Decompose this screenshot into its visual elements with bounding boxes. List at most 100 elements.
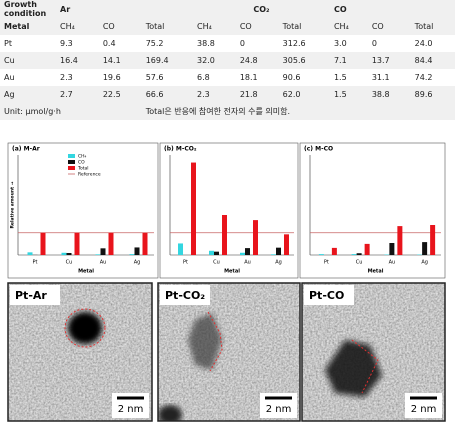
bar [422, 242, 428, 255]
image-label: Pt-Ar [15, 289, 47, 302]
header-row: Growth condition Ar CO₂ CO [0, 0, 455, 18]
x-tick-label: Au [100, 260, 107, 266]
column-header: Total [145, 22, 165, 31]
unit-note: Unit: μmol/g·h [4, 107, 61, 116]
bar [191, 162, 196, 255]
bar [271, 254, 276, 255]
panel-title: (a) M-Ar [12, 146, 40, 153]
bar [397, 226, 403, 255]
cell: 2.3 [196, 90, 210, 99]
tem-image: Pt-CO 2 nm [301, 282, 446, 422]
cell: 2.3 [60, 73, 73, 82]
cell: 9.3 [60, 39, 73, 48]
panel-title: (c) M-CO [304, 146, 333, 153]
x-tick-label: Ag [421, 260, 428, 266]
bar [40, 232, 46, 255]
label-box [160, 285, 210, 305]
column-header: CO [239, 22, 252, 31]
bar [209, 250, 214, 255]
cell: 89.6 [414, 90, 433, 99]
x-tick-label: Au [389, 260, 396, 266]
bar [100, 248, 106, 255]
x-tick-label: Ag [134, 260, 141, 266]
bar [318, 254, 324, 255]
shadow [158, 405, 182, 421]
legend-swatch [68, 154, 75, 158]
particle-outline [64, 308, 106, 348]
cell: 84.4 [414, 56, 433, 65]
cell: 66.6 [145, 90, 164, 99]
panel-frame [7, 142, 159, 279]
image-label: Pt-CO₂ [165, 289, 205, 302]
panel-frame [299, 142, 446, 279]
bar [356, 253, 362, 255]
x-tick-label: Ag [275, 260, 282, 266]
cell: 16.4 [60, 56, 78, 65]
image-frame [7, 282, 153, 422]
scale-label: 2 nm [118, 404, 144, 415]
column-header: Total [414, 22, 434, 31]
cell: 32.0 [196, 56, 215, 65]
cell: 3.0 [333, 39, 347, 48]
group-header: CO₂ [253, 4, 270, 14]
label-box [304, 285, 354, 305]
column-header: CO [102, 22, 115, 31]
cell: 24.0 [414, 39, 433, 48]
bar [214, 251, 219, 255]
x-tick-label: Pt [33, 260, 38, 266]
cell: 38.8 [196, 39, 215, 48]
bar [253, 220, 258, 255]
x-tick-label: Pt [183, 260, 188, 266]
image-frame [157, 282, 301, 422]
legend-label: CH₄ [78, 154, 87, 160]
cell: 18.1 [239, 73, 258, 82]
cell: 57.6 [145, 73, 164, 82]
metal-cell: Ag [4, 90, 15, 99]
group-label: Growth condition [4, 0, 47, 18]
bar [178, 243, 183, 255]
cell: 0 [239, 39, 245, 48]
x-axis-label: Metal [224, 269, 240, 275]
cell: 75.2 [145, 39, 164, 48]
table-row: Au 2.3 19.6 57.6 6.8 18.1 90.6 1.5 31.1 74.2 [0, 69, 455, 86]
legend-label: Reference [78, 172, 101, 178]
bar [222, 215, 227, 255]
bar [430, 225, 436, 255]
particle-outline [207, 311, 223, 372]
cell: 312.6 [282, 39, 306, 48]
legend-label: Total [77, 166, 89, 172]
bar [276, 247, 281, 255]
x-axis-label: Metal [78, 269, 94, 275]
bar [142, 232, 148, 255]
row-label: Metal [4, 22, 30, 31]
cell: 13.7 [371, 56, 390, 65]
cell: 1.5 [333, 90, 347, 99]
x-tick-label: Cu [356, 260, 363, 266]
cell: 74.2 [414, 73, 433, 82]
image-frame [301, 282, 446, 422]
bar [61, 252, 67, 255]
y-axis-label: Relative amount → [10, 181, 16, 228]
particle-outline [351, 339, 379, 394]
chart-panel: (c) M-CO Pt Cu Au Ag Metal [299, 142, 446, 279]
x-tick-label: Cu [66, 260, 73, 266]
cell: 1.5 [333, 73, 347, 82]
cell: 169.4 [145, 56, 169, 65]
cell: 22.5 [102, 90, 121, 99]
cell: 38.8 [371, 90, 390, 99]
column-header: CO [371, 22, 384, 31]
cell: 305.6 [282, 56, 306, 65]
panel-frame [159, 142, 299, 279]
metal-cell: Pt [4, 39, 12, 48]
legend-swatch [68, 166, 75, 170]
tem-image: Pt-Ar 2 nm [7, 282, 153, 422]
bar [66, 253, 72, 255]
tem-image: Pt-CO₂ 2 nm [157, 282, 301, 422]
figure: (a) M-Ar Pt Cu Au Ag Metal Relative amount → CH… [7, 142, 446, 422]
cell: 21.8 [239, 90, 258, 99]
bar [331, 247, 337, 255]
cell: 24.8 [239, 56, 258, 65]
bar [74, 232, 80, 255]
panel-title: (b) M-CO₂ [164, 146, 197, 153]
cell: 62.0 [282, 90, 301, 99]
